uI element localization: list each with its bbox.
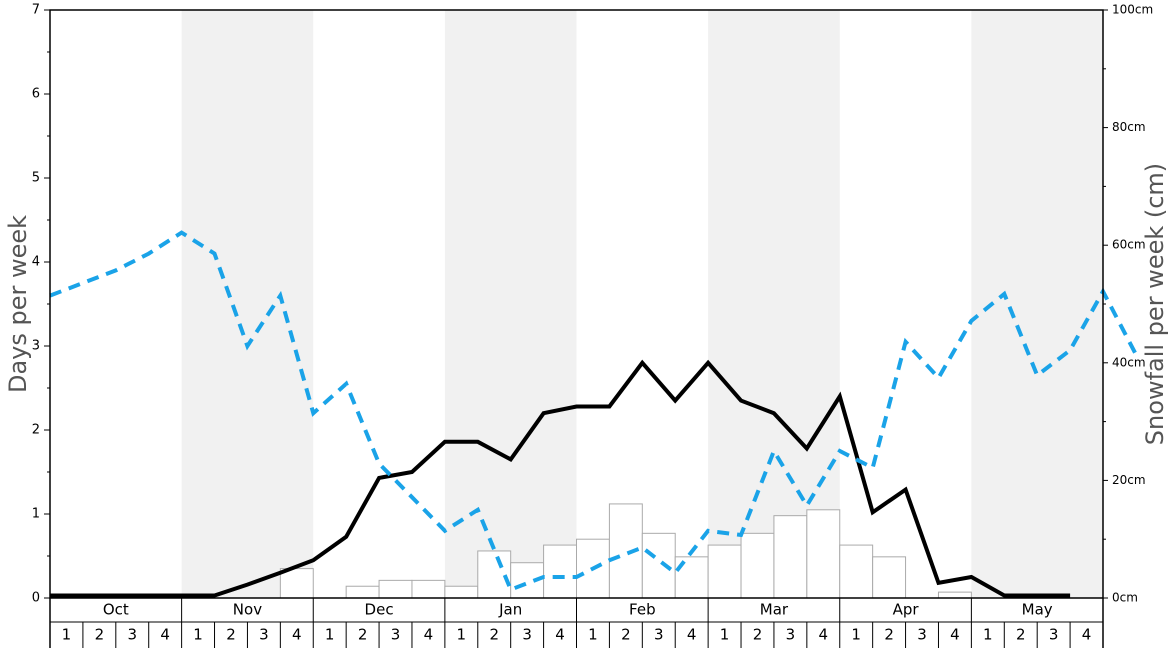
- week-label: 3: [259, 626, 269, 644]
- snowfall-bar: [839, 544, 874, 599]
- month-label: Jan: [498, 601, 522, 619]
- week-label: 1: [851, 626, 861, 644]
- week-label: 3: [391, 626, 401, 644]
- left-tick-label: 7: [32, 3, 40, 18]
- right-tick-label: 40cm: [1112, 355, 1146, 369]
- week-label: 3: [127, 626, 137, 644]
- week-label: 4: [555, 626, 565, 644]
- snowfall-bar: [773, 515, 808, 599]
- week-label: 1: [62, 626, 72, 644]
- week-label: 1: [983, 626, 993, 644]
- week-label: 2: [358, 626, 368, 644]
- left-tick-label: 1: [32, 507, 40, 522]
- snowfall-bar: [937, 591, 972, 599]
- snowfall-bar: [411, 579, 446, 599]
- week-label: 1: [325, 626, 335, 644]
- snowfall-bar: [543, 544, 577, 599]
- solid-series-line: [50, 359, 1071, 598]
- week-label: 1: [588, 626, 598, 644]
- week-label: 2: [489, 626, 499, 644]
- month-label: Apr: [893, 601, 920, 619]
- snowfall-bars: [279, 503, 972, 599]
- left-tick-label: 4: [32, 255, 40, 270]
- month-band-mar: [708, 10, 840, 598]
- right-tick-label: 100cm: [1112, 3, 1153, 17]
- week-label: 2: [95, 626, 105, 644]
- month-band-jan: [444, 10, 577, 598]
- left-tick-label: 0: [32, 591, 40, 606]
- week-label: 4: [160, 626, 170, 644]
- week-label: 4: [292, 626, 302, 644]
- snowfall-bar: [444, 585, 479, 599]
- week-label: 2: [753, 626, 763, 644]
- week-label: 1: [720, 626, 730, 644]
- snowfall-bar: [477, 550, 512, 599]
- month-label: May: [1022, 601, 1053, 619]
- right-tick-label: 0cm: [1112, 591, 1138, 605]
- snowfall-bar: [279, 568, 314, 599]
- week-label: 2: [884, 626, 894, 644]
- snowfall-bar: [674, 556, 709, 599]
- snowfall-bar: [872, 556, 907, 599]
- week-label: 3: [654, 626, 664, 644]
- week-label: 3: [1049, 626, 1059, 644]
- dashed-series-line: [49, 230, 1138, 593]
- week-label: 2: [226, 626, 236, 644]
- left-tick-label: 6: [32, 87, 40, 102]
- week-label: 3: [786, 626, 796, 644]
- snowfall-bar: [806, 509, 841, 599]
- week-label: 4: [950, 626, 960, 644]
- week-label: 2: [621, 626, 631, 644]
- right-tick-label: 20cm: [1112, 473, 1146, 487]
- axes: 0 1 2 3 4 5 6 7 0cm 20cm 40cm 60cm 80cm 100cm Oct 1 2 3 4 N…: [32, 3, 1153, 648]
- right-tick-label: 80cm: [1112, 120, 1146, 134]
- left-axis-title: Days per week: [4, 215, 32, 393]
- series-lines: [49, 230, 1138, 598]
- week-label: 4: [1082, 626, 1092, 644]
- snowfall-bar: [740, 532, 775, 599]
- snowfall-bar: [707, 544, 742, 599]
- snowfall-bar: [345, 585, 380, 599]
- week-label: 3: [917, 626, 927, 644]
- week-label: 1: [193, 626, 203, 644]
- month-label: Mar: [760, 601, 789, 619]
- week-label: 3: [522, 626, 532, 644]
- month-bands: [181, 10, 1103, 598]
- month-label: Nov: [233, 601, 262, 619]
- week-label: 2: [1016, 626, 1026, 644]
- month-label: Dec: [365, 601, 394, 619]
- snowfall-bar: [641, 532, 676, 599]
- left-tick-label: 2: [32, 423, 40, 438]
- right-axis-title: Snowfall per week (cm): [1141, 163, 1168, 445]
- week-label: 4: [424, 626, 434, 644]
- week-label: 1: [457, 626, 467, 644]
- right-tick-label: 60cm: [1112, 238, 1146, 252]
- month-band-nov: [181, 10, 314, 598]
- left-tick-label: 5: [32, 171, 40, 186]
- week-label: 4: [687, 626, 697, 644]
- snowfall-bar: [378, 579, 413, 599]
- month-label: Oct: [103, 601, 129, 619]
- week-label: 4: [819, 626, 829, 644]
- month-label: Feb: [629, 601, 656, 619]
- left-tick-label: 3: [32, 339, 40, 354]
